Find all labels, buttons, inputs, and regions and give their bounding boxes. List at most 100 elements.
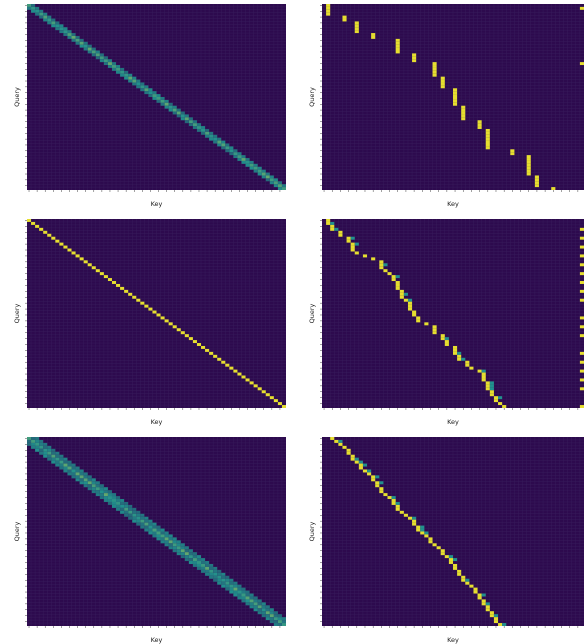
- heatmap-cell: [213, 354, 218, 358]
- heatmap-cell: [477, 596, 482, 600]
- heatmap-cell: [273, 181, 278, 185]
- heatmap-grid: [322, 437, 584, 626]
- heatmap-cell: [237, 372, 242, 376]
- heatmap-cell: [253, 599, 258, 603]
- heatmap-cell: [354, 30, 359, 34]
- heatmap-cell: [461, 114, 466, 118]
- heatmap-cell: [477, 126, 482, 129]
- heatmap-cell: [354, 24, 359, 28]
- heatmap-cell: [71, 463, 76, 467]
- heatmap-cell: [136, 85, 141, 89]
- heatmap-cell: [87, 484, 92, 488]
- heatmap-cell: [448, 555, 453, 559]
- heatmap-cell: [245, 158, 250, 161]
- heatmap-cell: [128, 504, 133, 508]
- heatmap-cell: [481, 599, 486, 603]
- heatmap-cell: [43, 12, 48, 16]
- heatmap-cell: [489, 381, 494, 385]
- heatmap-cell: [196, 126, 202, 129]
- heatmap-cell: [31, 9, 36, 13]
- heatmap-cell: [205, 131, 210, 135]
- heatmap-cell: [489, 611, 494, 615]
- heatmap-cell: [120, 507, 125, 511]
- heatmap-cell: [51, 236, 56, 240]
- heatmap-panel-2: Key Query: [308, 4, 584, 208]
- heatmap-cell: [249, 599, 254, 603]
- heatmap-cell: [221, 360, 226, 364]
- heatmap-cell: [265, 393, 270, 397]
- heatmap-cell: [326, 6, 331, 10]
- heatmap-cell: [265, 175, 270, 179]
- heatmap-cell: [63, 30, 68, 34]
- heatmap-cell: [188, 337, 193, 341]
- heatmap-cell: [111, 65, 117, 68]
- heatmap-cell: [229, 149, 234, 153]
- heatmap-cell: [338, 230, 343, 234]
- heatmap-cell: [391, 275, 396, 279]
- heatmap-cell: [241, 160, 246, 164]
- heatmap-cell: [95, 53, 100, 57]
- heatmap-cell: [534, 181, 539, 185]
- heatmap-cell: [579, 62, 584, 66]
- heatmap-cell: [269, 614, 274, 618]
- heatmap-cell: [128, 292, 133, 296]
- heatmap-cell: [180, 552, 185, 556]
- heatmap-cell: [27, 442, 32, 446]
- heatmap-cell: [338, 233, 343, 237]
- heatmap-cell: [453, 97, 458, 100]
- heatmap-cell: [205, 572, 210, 576]
- heatmap-cell: [196, 555, 202, 559]
- heatmap-cell: [196, 128, 202, 132]
- heatmap-cell: [116, 507, 121, 511]
- heatmap-cell: [440, 552, 445, 556]
- heatmap-cell: [63, 245, 68, 249]
- heatmap-cell: [579, 316, 584, 320]
- heatmap-cell: [432, 328, 437, 332]
- heatmap-cell: [136, 522, 141, 526]
- heatmap-cell: [91, 481, 96, 485]
- heatmap-cell: [461, 111, 466, 115]
- heatmap-cell: [407, 304, 413, 308]
- heatmap-cell: [489, 614, 494, 618]
- heatmap-cell: [176, 111, 181, 115]
- heatmap-cell: [152, 525, 157, 529]
- heatmap-cell: [91, 47, 96, 51]
- heatmap-cell: [59, 466, 64, 470]
- heatmap-cell: [140, 301, 145, 305]
- heatmap-cell: [79, 469, 84, 473]
- heatmap-cell: [498, 396, 503, 400]
- heatmap-grid: [27, 4, 286, 190]
- heatmap-cell: [502, 405, 507, 408]
- heatmap-cell: [221, 578, 226, 582]
- heatmap-cell: [432, 325, 437, 329]
- heatmap-cell: [265, 614, 270, 618]
- heatmap-cell: [213, 572, 218, 576]
- heatmap-cell: [120, 504, 125, 508]
- heatmap-cell: [395, 281, 400, 284]
- x-axis-label: Key: [447, 636, 459, 644]
- heatmap-cell: [485, 131, 490, 135]
- heatmap-cell: [176, 108, 181, 112]
- heatmap-cell: [201, 126, 206, 129]
- heatmap-cell: [51, 451, 56, 455]
- heatmap-cell: [75, 35, 80, 39]
- heatmap-cell: [221, 584, 226, 588]
- heatmap-cell: [55, 454, 60, 458]
- heatmap-cell: [493, 396, 499, 400]
- heatmap-cell: [257, 387, 262, 391]
- heatmap-cell: [51, 460, 56, 464]
- heatmap-cell: [39, 227, 44, 231]
- heatmap-cell: [432, 67, 437, 71]
- heatmap-cell: [245, 593, 250, 597]
- heatmap-cell: [362, 254, 368, 258]
- heatmap-cell: [201, 558, 206, 562]
- heatmap-cell: [205, 128, 210, 132]
- heatmap-cell: [124, 73, 129, 77]
- heatmap-cell: [168, 534, 173, 538]
- heatmap-cell: [83, 41, 88, 45]
- heatmap-cell: [111, 496, 117, 500]
- heatmap-cell: [120, 73, 125, 77]
- heatmap-cell: [277, 181, 282, 185]
- heatmap-cell: [334, 439, 339, 443]
- heatmap-cell: [420, 531, 425, 535]
